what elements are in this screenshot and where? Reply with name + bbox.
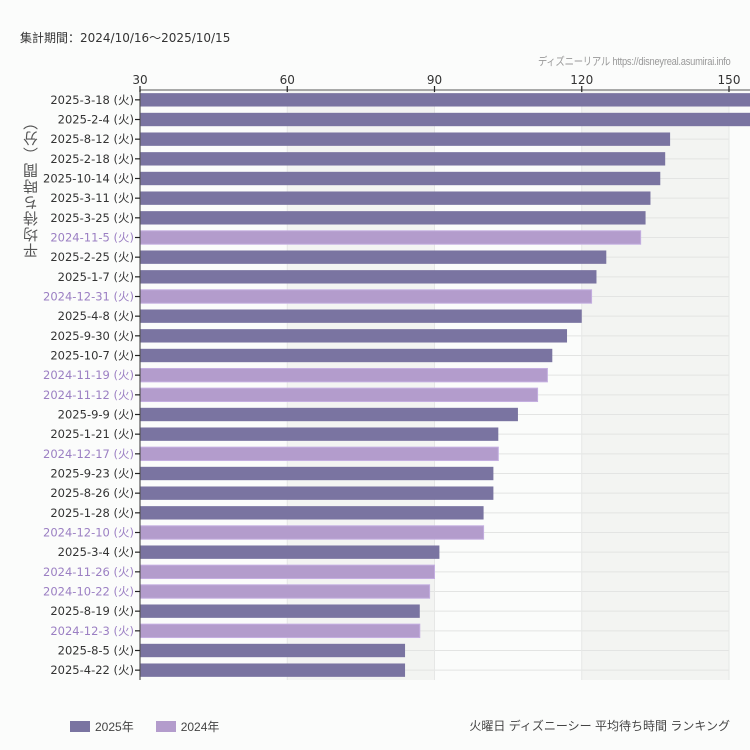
bar-2025 [140,270,597,284]
bar-2025 [140,250,607,264]
category-label: 2024-12-17 (火) [43,447,134,461]
category-label: 2025-4-8 (火) [58,309,134,323]
bar-2024 [139,289,593,304]
site-credit: ディズニーリアル https://disneyreal.asumirai.inf… [537,56,731,68]
category-label: 2025-8-5 (火) [58,644,134,658]
x-tick-label: 120 [570,73,593,87]
category-label: 2025-3-4 (火) [58,545,134,559]
background-band [434,90,582,680]
bar-2024 [139,230,642,245]
bar-2025 [140,171,661,186]
bar-2025 [140,191,651,205]
category-label: 2024-11-5 (火) [50,231,134,245]
bar-2025 [140,329,568,343]
bar-2024 [139,623,421,639]
category-labels: 2025-3-18 (火) 2025-2-4 (火) 2025-8-12 (火) 20… [43,93,140,677]
category-label: 2025-1-7 (火) [58,270,134,284]
category-label: 2024-10-22 (火) [43,585,134,599]
bar-2025 [140,152,666,166]
bar-2025 [140,132,671,146]
legend-item-2024: 2024年 [155,718,220,735]
category-label: 2025-9-23 (火) [50,467,134,481]
bar-2024 [139,525,485,540]
background-band [287,90,435,680]
background-band [581,90,729,680]
category-label: 2025-2-18 (火) [50,152,134,166]
category-label: 2025-8-12 (火) [50,132,134,146]
x-tick-label: 150 [718,73,741,87]
legend-swatch-2024 [155,721,176,732]
x-tick-label: 90 [427,73,442,87]
bars [139,93,750,677]
category-label: 2025-1-28 (火) [50,506,134,520]
bar-2025 [140,93,750,107]
bar-2025 [140,604,420,618]
category-label: 2025-9-9 (火) [58,408,134,422]
category-label: 2025-10-7 (火) [50,349,134,363]
x-tick-label: 60 [280,73,295,87]
legend-swatch-2025 [70,721,90,732]
bar-2024 [139,564,435,580]
category-label: 2025-2-4 (火) [58,113,134,127]
background-bands [140,90,729,680]
x-axis: 30 60 90 120 150 [132,73,750,680]
aggregation-period: 集計期間：2024/10/16～2025/10/15 [20,31,231,45]
category-label: 2024-12-10 (火) [43,526,134,540]
legend: 2025年 2024年 [70,718,219,735]
bar-2025 [140,348,553,363]
x-tick-label: 30 [132,73,147,87]
bar-2024 [139,446,499,462]
bar-2025 [140,112,750,127]
category-label: 2025-8-26 (火) [50,486,134,500]
chart-title: 火曜日 ディズニーシー 平均待ち時間 ランキング [469,719,730,733]
category-label: 2025-1-21 (火) [50,427,134,441]
legend-label-2025: 2025年 [95,720,134,734]
category-label: 2025-9-30 (火) [50,329,134,343]
legend-label-2024: 2024年 [180,720,220,734]
category-label: 2025-3-11 (火) [50,191,134,205]
category-label: 2025-2-25 (火) [50,250,134,264]
bar-2024 [139,387,539,403]
category-label: 2025-10-14 (火) [43,172,134,186]
category-label: 2025-4-22 (火) [50,663,134,677]
category-label: 2025-8-19 (火) [50,604,134,618]
bar-2025 [140,545,440,559]
background-band [140,90,288,680]
legend-item-2025: 2025年 [70,718,134,735]
category-label: 2025-3-18 (火) [50,93,134,107]
bar-2024 [139,584,431,599]
category-label: 2024-12-31 (火) [43,290,134,304]
bar-2025 [140,643,406,658]
category-label: 2024-12-3 (火) [50,624,134,638]
bar-2025 [140,663,406,677]
bar-2025 [140,466,494,481]
category-label: 2024-11-26 (火) [43,565,134,579]
bar-2025 [140,407,518,422]
bar-2024 [139,367,548,383]
bar-2025 [140,309,582,323]
bar-2025 [140,506,484,520]
category-label: 2025-3-25 (火) [50,211,134,225]
bar-2025 [140,427,499,441]
category-label: 2024-11-19 (火) [43,368,134,382]
category-label: 2024-11-12 (火) [43,388,134,402]
bar-2025 [140,211,646,225]
bar-2025 [140,486,494,500]
